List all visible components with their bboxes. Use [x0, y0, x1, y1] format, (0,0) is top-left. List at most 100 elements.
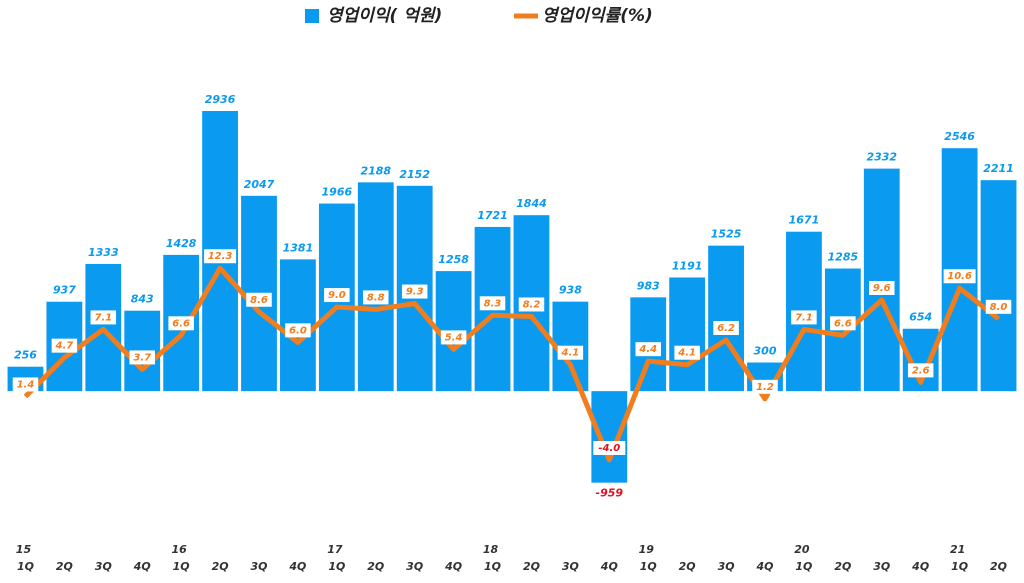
line-label-box	[907, 363, 934, 378]
line-value-label: 4.1	[561, 348, 580, 359]
bar-value-label: 983	[637, 279, 660, 292]
line-value-label: 6.6	[172, 318, 190, 329]
line-value-label: 10.6	[947, 271, 972, 282]
bar	[357, 182, 394, 392]
line-label-box	[168, 316, 194, 331]
x-tick-label: 2Q	[523, 560, 540, 573]
x-year-label: 17	[327, 543, 343, 556]
x-tick-label: 1Q	[17, 560, 34, 573]
line-label-box	[985, 299, 1012, 314]
line-value-label: 6.2	[717, 323, 735, 334]
x-tick-label: 2Q	[990, 560, 1007, 573]
bar-value-label: 256	[14, 349, 37, 362]
line-label-box	[791, 310, 817, 325]
x-tick-label: 4Q	[911, 560, 929, 573]
x-tick-label: 3Q	[562, 560, 579, 573]
x-tick-label: 1Q	[173, 560, 190, 573]
bar-value-label: 1525	[711, 228, 742, 241]
bar-value-label: 2211	[983, 162, 1014, 175]
x-tick-label: 1Q	[328, 560, 345, 573]
line-label-box	[518, 297, 545, 312]
line-value-label: 4.7	[55, 341, 74, 352]
line-value-label: 4.4	[638, 344, 657, 355]
x-tick-label: 1Q	[795, 560, 812, 573]
x-tick-label: 4Q	[600, 560, 618, 573]
line-value-label: 7.1	[94, 312, 112, 323]
line-label-box	[943, 269, 976, 284]
bar-value-label: 1258	[438, 253, 469, 266]
line-value-label: 1.2	[756, 382, 774, 393]
bar-value-label: 2936	[205, 93, 236, 106]
x-tick-label: 1Q	[640, 560, 657, 573]
bar	[591, 391, 628, 483]
legend-label: 영업이익률(%)	[542, 6, 653, 26]
line-label-box	[674, 345, 700, 360]
x-tick-label: 1Q	[951, 560, 968, 573]
line-value-label: -4.0	[598, 443, 620, 454]
bar-value-label: 937	[53, 284, 76, 297]
x-tick-label: 2Q	[679, 560, 696, 573]
x-year-label: 19	[639, 543, 655, 556]
x-tick-label: 4Q	[755, 560, 773, 573]
bar-value-label: 1428	[166, 237, 197, 250]
bar-value-label: 843	[131, 293, 154, 306]
line-value-label: 4.1	[677, 348, 696, 359]
line-value-label: 8.6	[250, 295, 268, 306]
bar-value-label: 1721	[477, 209, 508, 222]
bar-value-label: 1191	[672, 260, 703, 273]
x-tick-label: 3Q	[95, 560, 112, 573]
line-value-label: 5.4	[445, 332, 463, 343]
line-value-label: 6.6	[834, 318, 852, 329]
line-value-label: 6.0	[289, 325, 307, 336]
line-label-box	[713, 321, 739, 335]
bar	[708, 245, 744, 392]
x-tick-label: 3Q	[250, 560, 267, 573]
x-tick-label: 2Q	[56, 560, 73, 573]
bar-value-label: -959	[596, 487, 624, 500]
line-label-box	[557, 345, 584, 360]
bar-value-label: 938	[559, 284, 582, 297]
line-value-label: 7.1	[795, 312, 813, 323]
line-label-box	[51, 338, 78, 353]
x-tick-label: 4Q	[288, 560, 306, 573]
bar-value-label: 300	[754, 345, 777, 358]
bar	[863, 168, 900, 392]
bar	[669, 277, 706, 392]
bar-value-label: 1671	[789, 214, 820, 227]
line-label-box	[285, 323, 311, 338]
x-tick-label: 2Q	[212, 560, 229, 573]
line-label-box	[324, 288, 350, 303]
line-label-box	[869, 281, 895, 295]
line-value-label: 9.3	[406, 287, 424, 298]
line-label-box	[12, 377, 39, 392]
x-year-label: 21	[950, 543, 965, 556]
x-tick-label: 3Q	[873, 560, 890, 573]
line-label-box	[593, 441, 626, 455]
line-value-label: 8.0	[990, 302, 1008, 313]
line-label-box	[401, 284, 428, 299]
bar-value-label: 1966	[322, 186, 353, 199]
bar	[980, 180, 1017, 392]
line-label-box	[635, 342, 661, 357]
x-tick-label: 1Q	[484, 560, 501, 573]
x-year-label: 20	[794, 543, 810, 556]
line-label-box	[830, 316, 856, 331]
line-value-label: 8.2	[523, 299, 541, 310]
x-tick-label: 4Q	[444, 560, 462, 573]
x-year-label: 16	[171, 543, 187, 556]
line-value-label: 8.8	[367, 292, 385, 303]
line-label-box	[440, 330, 467, 345]
bar-value-label: 654	[909, 311, 932, 324]
bar-value-label: 2546	[944, 130, 975, 143]
line-label-box	[204, 249, 237, 264]
line-label-box	[363, 290, 389, 305]
x-tick-label: 3Q	[406, 560, 423, 573]
legend-label: 영업이익( 억원)	[327, 6, 442, 26]
bar-value-label: 1844	[516, 197, 547, 210]
legend-swatch	[305, 9, 319, 23]
line-value-label: 1.4	[17, 379, 35, 390]
line-value-label: 9.6	[873, 283, 891, 294]
line-label-box	[246, 292, 272, 307]
bar-value-label: 1285	[828, 251, 859, 264]
